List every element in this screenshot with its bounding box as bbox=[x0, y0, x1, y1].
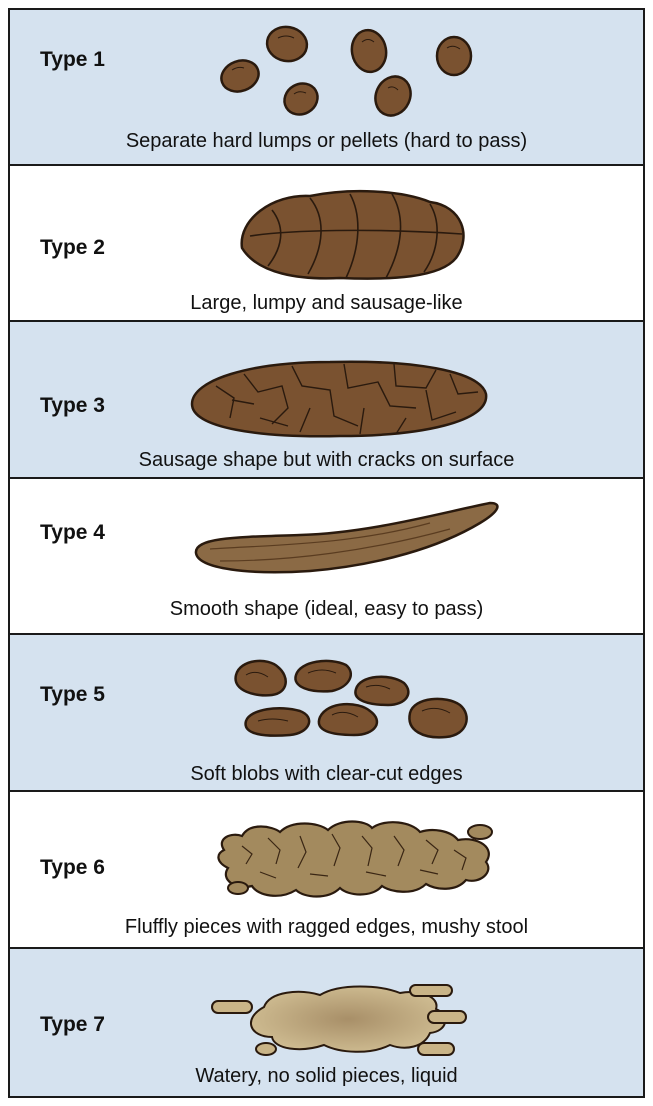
type-row-1: Type 1 Separate hard lumps or pellets (h… bbox=[10, 10, 643, 166]
watery-liquid-icon bbox=[211, 984, 467, 1056]
soft-blobs-icon bbox=[234, 659, 468, 739]
type-row-5: Type 5 Soft blobs with clear-cut edges bbox=[10, 635, 643, 792]
type-row-7: Type 7 Watery, no solid pieces, liquid bbox=[10, 949, 643, 1096]
type-description: Soft blobs with clear-cut edges bbox=[190, 763, 463, 785]
type-label: Type 6 bbox=[40, 856, 105, 879]
type-label: Type 3 bbox=[40, 394, 105, 417]
type-label: Type 2 bbox=[40, 236, 105, 259]
type-label: Type 5 bbox=[40, 683, 105, 706]
type-label: Type 1 bbox=[40, 48, 105, 71]
mushy-pieces-icon bbox=[217, 820, 493, 898]
type-description: Fluffly pieces with ragged edges, mushy … bbox=[124, 916, 529, 938]
lumpy-sausage-icon bbox=[240, 189, 465, 280]
cracked-sausage-icon bbox=[190, 360, 488, 438]
type-description: Separate hard lumps or pellets (hard to … bbox=[125, 130, 528, 152]
type-label: Type 7 bbox=[40, 1013, 105, 1036]
type-row-2: Type 2 Large, lumpy and sausage-like bbox=[10, 166, 643, 322]
type-description: Large, lumpy and sausage-like bbox=[190, 292, 463, 314]
type-row-4: Type 4 Smooth shape (ideal, easy to pass… bbox=[10, 479, 643, 635]
smooth-sausage-icon bbox=[194, 501, 499, 574]
hard-pellets-icon bbox=[220, 25, 473, 117]
type-label: Type 4 bbox=[40, 521, 105, 544]
stool-chart: Type 1 Separate hard lumps or pellets (h… bbox=[8, 8, 645, 1098]
type-description: Watery, no solid pieces, liquid bbox=[195, 1065, 458, 1087]
type-description: Sausage shape but with cracks on surface bbox=[138, 449, 515, 471]
type-row-6: Type 6 Fluffly pieces with ragged edges,… bbox=[10, 792, 643, 949]
type-description: Smooth shape (ideal, easy to pass) bbox=[169, 598, 484, 620]
type-row-3: Type 3 Sausage shape but with cracks on … bbox=[10, 322, 643, 479]
